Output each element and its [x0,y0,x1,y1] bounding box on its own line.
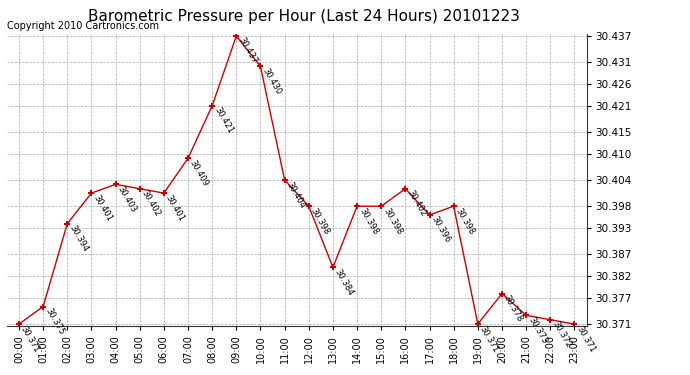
Text: 30.401: 30.401 [91,193,114,223]
Text: 30.378: 30.378 [502,294,524,324]
Text: 30.402: 30.402 [139,189,162,218]
Text: 30.372: 30.372 [551,320,573,350]
Text: 30.384: 30.384 [333,267,355,297]
Text: 30.398: 30.398 [454,206,476,236]
Text: 30.437: 30.437 [236,36,259,66]
Text: 30.398: 30.398 [308,206,331,236]
Text: 30.375: 30.375 [43,307,66,336]
Text: 30.398: 30.398 [357,206,380,236]
Text: 30.371: 30.371 [19,324,41,354]
Text: 30.409: 30.409 [188,158,210,188]
Text: 30.430: 30.430 [261,66,283,96]
Text: Copyright 2010 Cartronics.com: Copyright 2010 Cartronics.com [7,21,159,31]
Text: 30.371: 30.371 [574,324,597,354]
Text: 30.371: 30.371 [477,324,500,354]
Text: 30.421: 30.421 [213,106,235,135]
Text: 30.404: 30.404 [284,180,307,210]
Text: 30.401: 30.401 [164,193,186,223]
Text: 30.402: 30.402 [406,189,428,218]
Text: 30.396: 30.396 [429,215,452,245]
Text: 30.373: 30.373 [526,315,549,345]
Text: 30.394: 30.394 [68,224,90,254]
Text: 30.398: 30.398 [381,206,404,236]
Text: 30.403: 30.403 [115,184,138,214]
Text: Barometric Pressure per Hour (Last 24 Hours) 20101223: Barometric Pressure per Hour (Last 24 Ho… [88,9,520,24]
